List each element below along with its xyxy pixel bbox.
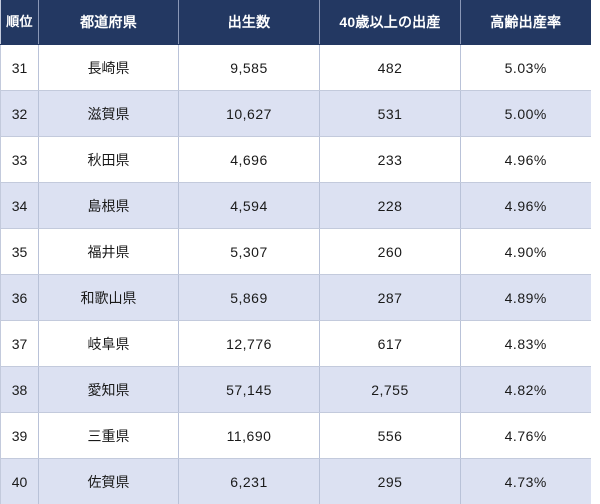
cell-prefecture: 秋田県 <box>39 137 179 183</box>
cell-prefecture: 島根県 <box>39 183 179 229</box>
table-header-row: 順位 都道府県 出生数 40歳以上の出産 高齢出産率 <box>1 0 591 45</box>
cell-births: 12,776 <box>179 321 320 367</box>
cell-late-birth-rate: 4.96% <box>461 183 591 229</box>
cell-rank: 38 <box>1 367 39 413</box>
cell-prefecture: 三重県 <box>39 413 179 459</box>
cell-prefecture: 和歌山県 <box>39 275 179 321</box>
cell-births: 10,627 <box>179 91 320 137</box>
table-header: 順位 都道府県 出生数 40歳以上の出産 高齢出産率 <box>1 0 591 45</box>
cell-rank: 32 <box>1 91 39 137</box>
cell-prefecture: 愛知県 <box>39 367 179 413</box>
column-header-late-birth-rate: 高齢出産率 <box>461 0 591 45</box>
cell-late-birth-rate: 5.00% <box>461 91 591 137</box>
cell-births-over-40: 2,755 <box>320 367 461 413</box>
cell-late-birth-rate: 4.90% <box>461 229 591 275</box>
cell-births-over-40: 287 <box>320 275 461 321</box>
cell-rank: 37 <box>1 321 39 367</box>
cell-births-over-40: 617 <box>320 321 461 367</box>
cell-rank: 31 <box>1 45 39 91</box>
cell-late-birth-rate: 4.76% <box>461 413 591 459</box>
column-header-rank: 順位 <box>1 0 39 45</box>
cell-births: 11,690 <box>179 413 320 459</box>
cell-prefecture: 長崎県 <box>39 45 179 91</box>
cell-births: 57,145 <box>179 367 320 413</box>
cell-births: 5,869 <box>179 275 320 321</box>
cell-births-over-40: 482 <box>320 45 461 91</box>
cell-births: 4,594 <box>179 183 320 229</box>
column-header-prefecture: 都道府県 <box>39 0 179 45</box>
cell-births-over-40: 228 <box>320 183 461 229</box>
cell-prefecture: 佐賀県 <box>39 459 179 504</box>
cell-births-over-40: 556 <box>320 413 461 459</box>
cell-late-birth-rate: 4.89% <box>461 275 591 321</box>
cell-late-birth-rate: 4.83% <box>461 321 591 367</box>
cell-births-over-40: 233 <box>320 137 461 183</box>
cell-births: 6,231 <box>179 459 320 504</box>
cell-rank: 34 <box>1 183 39 229</box>
cell-prefecture: 福井県 <box>39 229 179 275</box>
cell-rank: 39 <box>1 413 39 459</box>
cell-late-birth-rate: 5.03% <box>461 45 591 91</box>
cell-births: 9,585 <box>179 45 320 91</box>
cell-late-birth-rate: 4.96% <box>461 137 591 183</box>
cell-births-over-40: 295 <box>320 459 461 504</box>
cell-rank: 35 <box>1 229 39 275</box>
cell-prefecture: 岐阜県 <box>39 321 179 367</box>
cell-prefecture: 滋賀県 <box>39 91 179 137</box>
column-header-births-over-40: 40歳以上の出産 <box>320 0 461 45</box>
cell-late-birth-rate: 4.73% <box>461 459 591 504</box>
cell-rank: 40 <box>1 459 39 504</box>
cell-births: 4,696 <box>179 137 320 183</box>
cell-births-over-40: 260 <box>320 229 461 275</box>
cell-rank: 36 <box>1 275 39 321</box>
column-header-births: 出生数 <box>179 0 320 45</box>
cell-rank: 33 <box>1 137 39 183</box>
cell-births-over-40: 531 <box>320 91 461 137</box>
cell-births: 5,307 <box>179 229 320 275</box>
cell-late-birth-rate: 4.82% <box>461 367 591 413</box>
